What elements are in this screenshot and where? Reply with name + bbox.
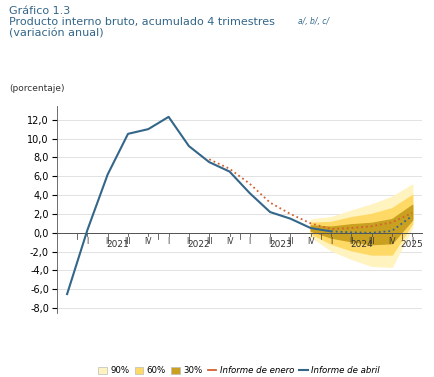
Text: II: II [186, 237, 191, 246]
Text: III: III [205, 237, 212, 246]
Text: IV: IV [306, 237, 314, 246]
Text: Gráfico 1.3: Gráfico 1.3 [9, 6, 70, 16]
Text: IV: IV [144, 237, 152, 246]
Text: (porcentaje): (porcentaje) [9, 84, 64, 93]
Text: III: III [125, 237, 131, 246]
Text: I: I [329, 237, 332, 246]
Text: I: I [248, 237, 250, 246]
Text: I: I [167, 237, 169, 246]
Text: IV: IV [225, 237, 233, 246]
Text: a/, b/, c/: a/, b/, c/ [297, 17, 329, 26]
Text: I: I [86, 237, 89, 246]
Text: II: II [267, 237, 272, 246]
Text: III: III [368, 237, 374, 246]
Text: 2021: 2021 [106, 240, 129, 249]
Text: Producto interno bruto, acumulado 4 trimestres: Producto interno bruto, acumulado 4 trim… [9, 17, 274, 27]
Text: 2025: 2025 [400, 240, 423, 249]
Text: (variación anual): (variación anual) [9, 28, 103, 38]
Text: 2023: 2023 [268, 240, 291, 249]
Text: I: I [410, 237, 412, 246]
Text: 2024: 2024 [349, 240, 372, 249]
Legend: 90%, 60%, 30%, Informe de enero, Informe de abril: 90%, 60%, 30%, Informe de enero, Informe… [95, 363, 383, 377]
Text: II: II [105, 237, 110, 246]
Text: II: II [348, 237, 353, 246]
Text: IV: IV [387, 237, 395, 246]
Text: 2022: 2022 [187, 240, 210, 249]
Text: III: III [286, 237, 293, 246]
